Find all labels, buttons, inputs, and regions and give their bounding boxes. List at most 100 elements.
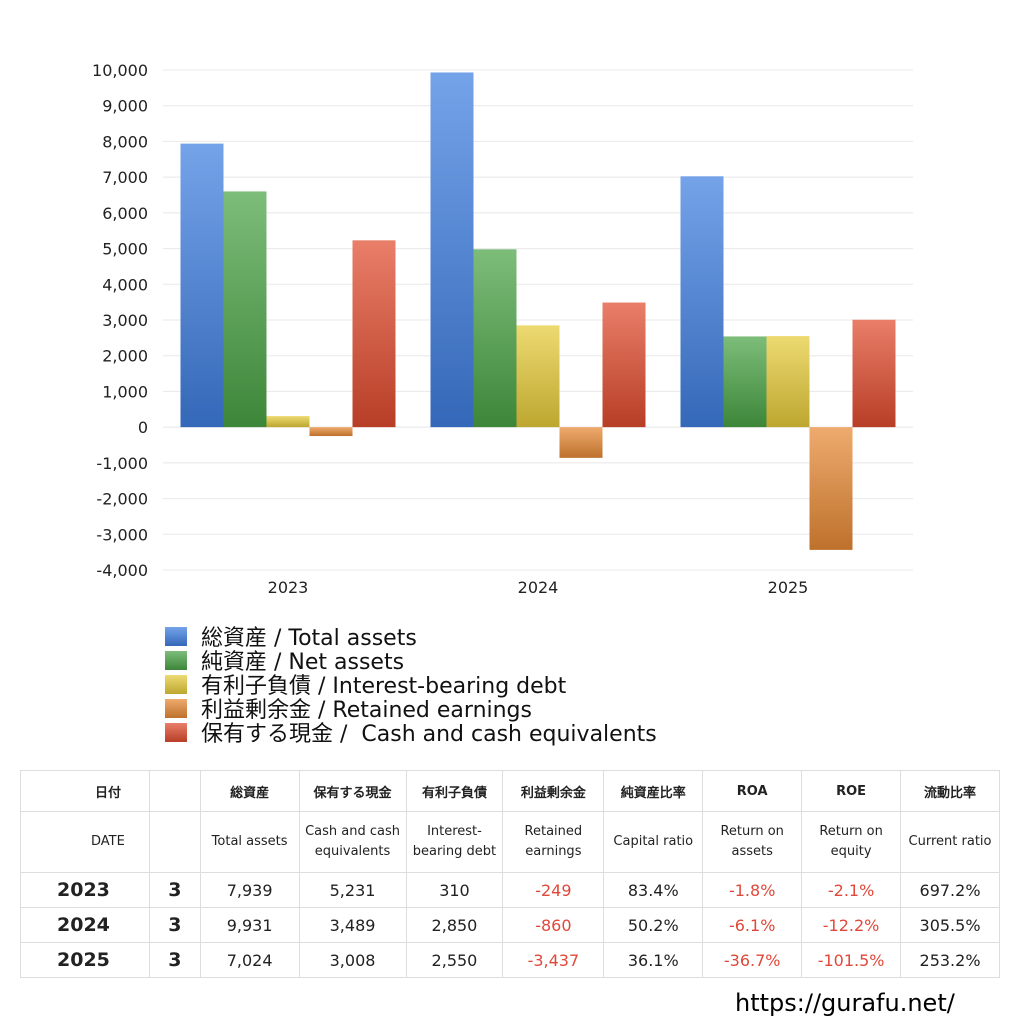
y-tick-label: 4,000 — [102, 275, 148, 294]
x-tick-label: 2023 — [268, 578, 309, 597]
source-url[interactable]: https://gurafu.net/ — [735, 989, 955, 1017]
y-tick-label: -4,000 — [96, 561, 148, 580]
bar — [516, 325, 560, 428]
y-tick-label: 2,000 — [102, 347, 148, 366]
table-header-cell: Return on assets — [702, 811, 803, 873]
legend: 総資産 / Total assets 純資産 / Net assets 有利子負債 … — [165, 624, 657, 747]
table-header-cell: ROE — [801, 770, 902, 812]
table-cell: 3,008 — [298, 942, 407, 978]
bar — [352, 240, 396, 428]
bar — [809, 427, 853, 550]
legend-swatch — [165, 626, 187, 646]
table-row: 2025 3 7,024 3,008 2,550 -3,437 36.1% -36.7% -10… — [19, 942, 1000, 978]
y-tick-label: 8,000 — [102, 132, 148, 151]
table-row: 2023 3 7,939 5,231 310 -249 83.4% -1.8% -2.1% 697… — [19, 872, 1000, 908]
table-header-cell: Capital ratio — [603, 811, 704, 873]
table-cell: 310 — [405, 872, 504, 908]
table-header-cell — [149, 811, 201, 873]
legend-label: 純資産 / Net assets — [201, 650, 405, 675]
financial-table: 日付 総資産 保有する現金 有利子負債 利益剰余金 純資産比率 ROA ROE 流動比率 DATE… — [19, 770, 1000, 978]
y-tick-label: 0 — [138, 418, 148, 437]
legend-item: 有利子負債 / Interest-bearing debt — [165, 672, 657, 699]
table-header-cell: Current ratio — [900, 811, 1000, 873]
bar — [723, 336, 767, 428]
table-cell: 50.2% — [603, 907, 704, 943]
table-cell: 305.5% — [900, 907, 1000, 943]
legend-swatch — [165, 722, 187, 742]
legend-swatch — [165, 674, 187, 694]
table-row: 2024 3 9,931 3,489 2,850 -860 50.2% -6.1% -12.2%… — [19, 907, 1000, 943]
table-cell: 697.2% — [900, 872, 1000, 908]
y-tick-label: 1,000 — [102, 382, 148, 401]
table-cell: 7,024 — [199, 942, 300, 978]
x-tick-label: 2024 — [518, 578, 559, 597]
table-cell: 2,550 — [405, 942, 504, 978]
legend-swatch — [165, 650, 187, 670]
table-cell: -12.2% — [801, 907, 902, 943]
table-cell: 2023 — [19, 872, 151, 908]
table-cell: -3,437 — [502, 942, 605, 978]
legend-label: 保有する現金 / Cash and cash equivalents — [201, 722, 657, 747]
table-cell: -101.5% — [801, 942, 902, 978]
table-cell: 2,850 — [405, 907, 504, 943]
y-tick-label: 3,000 — [102, 311, 148, 330]
y-tick-label: 5,000 — [102, 240, 148, 259]
gridlines — [163, 69, 913, 571]
table-cell: 3,489 — [298, 907, 407, 943]
y-tick-label: 9,000 — [102, 97, 148, 116]
y-tick-label: -2,000 — [96, 490, 148, 509]
table-header-cell: Total assets — [199, 811, 300, 873]
table-cell: 253.2% — [900, 942, 1000, 978]
table-cell: 3 — [149, 942, 201, 978]
table-cell: 5,231 — [298, 872, 407, 908]
table-header-cell: Return on equity — [801, 811, 902, 873]
table-cell: 2025 — [19, 942, 151, 978]
table-cell: 83.4% — [603, 872, 704, 908]
table-header-cell: Interest-bearing debt — [405, 811, 504, 873]
legend-item: 総資産 / Total assets — [165, 624, 657, 651]
bar — [680, 176, 724, 428]
y-tick-label: -3,000 — [96, 525, 148, 544]
table-cell: 3 — [149, 907, 201, 943]
table-cell: -1.8% — [702, 872, 803, 908]
table-cell: 36.1% — [603, 942, 704, 978]
legend-swatch — [165, 698, 187, 718]
table-cell: -249 — [502, 872, 605, 908]
y-tick-label: 7,000 — [102, 168, 148, 187]
table-header-cell: Cash and cash equivalents — [298, 811, 407, 873]
legend-item: 純資産 / Net assets — [165, 648, 657, 675]
bar — [602, 302, 646, 428]
y-tick-label: 10,000 — [92, 61, 148, 80]
legend-label: 利益剰余金 / Retained earnings — [201, 698, 532, 723]
table-header-cell: 流動比率 — [900, 770, 1000, 812]
table-header-row: 日付 総資産 保有する現金 有利子負債 利益剰余金 純資産比率 ROA ROE 流動比率 — [19, 770, 1000, 812]
bar — [430, 72, 474, 428]
bar — [473, 249, 517, 428]
bar — [559, 427, 603, 458]
bar — [223, 191, 267, 428]
table-header-cell: 総資産 — [199, 770, 300, 812]
legend-label: 有利子負債 / Interest-bearing debt — [201, 674, 567, 699]
x-axis-ticks: 2023 2024 2025 — [268, 578, 809, 597]
legend-label: 総資産 / Total assets — [201, 626, 417, 651]
table-header-cell: Retained earnings — [502, 811, 605, 873]
table-header-cell — [149, 770, 201, 812]
bar — [852, 319, 896, 428]
bar — [180, 143, 224, 428]
bar — [766, 336, 810, 428]
table-header-cell: 利益剰余金 — [502, 770, 605, 812]
x-tick-label: 2025 — [768, 578, 809, 597]
table-cell: 9,931 — [199, 907, 300, 943]
bar — [266, 416, 310, 428]
table-header-cell: 日付 — [19, 770, 151, 812]
table-header-cell: DATE — [19, 811, 151, 873]
table-cell: -36.7% — [702, 942, 803, 978]
table-header-cell: 有利子負債 — [405, 770, 504, 812]
table-cell: 3 — [149, 872, 201, 908]
bar-chart: 10,000 9,000 8,000 7,000 6,000 5,000 4,000 3,00… — [92, 61, 913, 597]
table-header-cell: ROA — [702, 770, 803, 812]
table-cell: -860 — [502, 907, 605, 943]
table-header-cell: 保有する現金 — [298, 770, 407, 812]
table-cell: -2.1% — [801, 872, 902, 908]
y-axis-ticks: 10,000 9,000 8,000 7,000 6,000 5,000 4,000 3,00… — [92, 61, 148, 580]
